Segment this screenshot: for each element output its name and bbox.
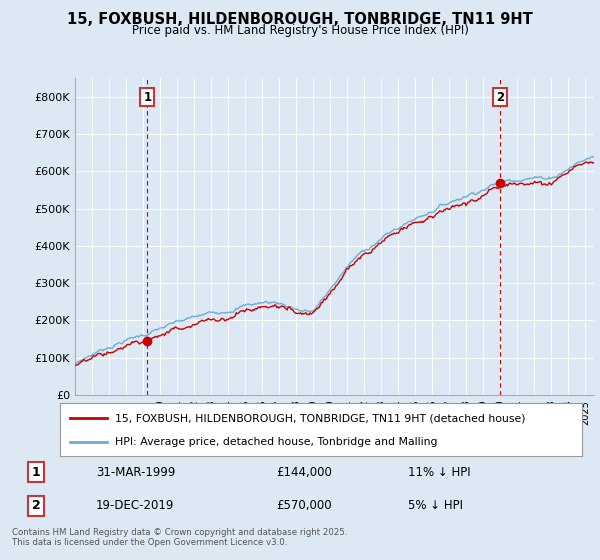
Text: 11% ↓ HPI: 11% ↓ HPI: [408, 465, 470, 479]
Text: 2: 2: [496, 91, 504, 104]
Text: 15, FOXBUSH, HILDENBOROUGH, TONBRIDGE, TN11 9HT: 15, FOXBUSH, HILDENBOROUGH, TONBRIDGE, T…: [67, 12, 533, 27]
Text: 19-DEC-2019: 19-DEC-2019: [96, 499, 175, 512]
Text: 1: 1: [32, 465, 40, 479]
Text: 5% ↓ HPI: 5% ↓ HPI: [408, 499, 463, 512]
Text: 31-MAR-1999: 31-MAR-1999: [96, 465, 175, 479]
Text: £570,000: £570,000: [276, 499, 332, 512]
Text: 15, FOXBUSH, HILDENBOROUGH, TONBRIDGE, TN11 9HT (detached house): 15, FOXBUSH, HILDENBOROUGH, TONBRIDGE, T…: [115, 413, 526, 423]
Text: 2: 2: [32, 499, 40, 512]
Text: 1: 1: [143, 91, 151, 104]
Text: Price paid vs. HM Land Registry's House Price Index (HPI): Price paid vs. HM Land Registry's House …: [131, 24, 469, 36]
Text: £144,000: £144,000: [276, 465, 332, 479]
Text: Contains HM Land Registry data © Crown copyright and database right 2025.
This d: Contains HM Land Registry data © Crown c…: [12, 528, 347, 547]
Text: HPI: Average price, detached house, Tonbridge and Malling: HPI: Average price, detached house, Tonb…: [115, 436, 437, 446]
